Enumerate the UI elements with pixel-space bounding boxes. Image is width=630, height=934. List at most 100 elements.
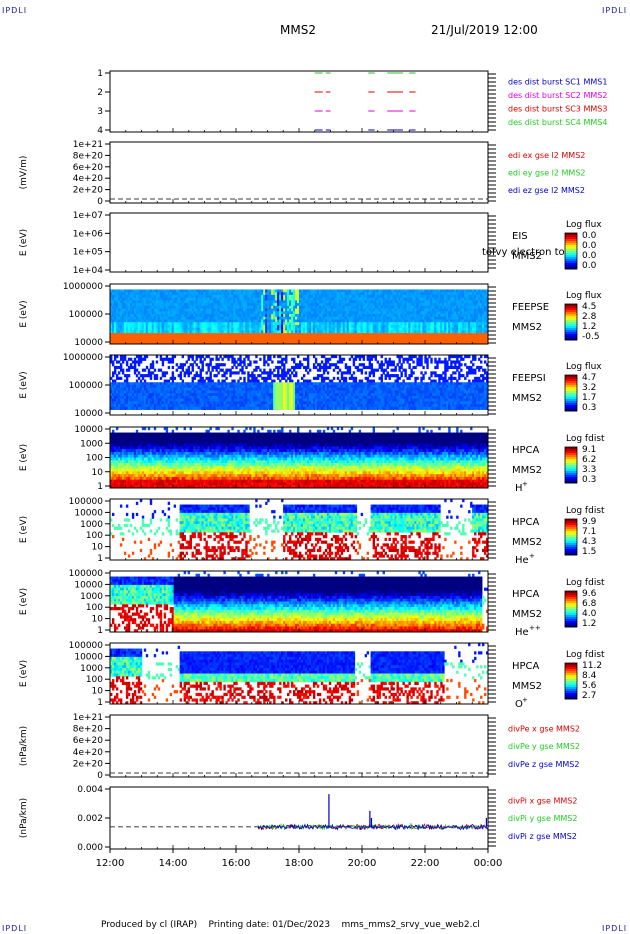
heatmap-cell — [233, 363, 236, 367]
heatmap-cell — [147, 319, 151, 323]
heatmap-cell — [129, 316, 133, 320]
heatmap-cell — [155, 374, 159, 378]
heatmap-cell — [125, 289, 129, 293]
heatmap-cell — [241, 368, 244, 372]
heatmap-cell — [215, 289, 218, 293]
heatmap-cell — [175, 327, 179, 331]
heatmap-cell — [235, 292, 238, 296]
heatmap-cell — [171, 379, 175, 383]
heatmap-cell — [259, 292, 262, 296]
heatmap-cell — [209, 303, 212, 307]
heatmap-cell — [203, 294, 206, 299]
heatmap-cell — [239, 322, 242, 326]
heatmap-cell — [189, 322, 192, 326]
heatmap-cell — [167, 365, 171, 370]
y-tick-label: 8e+20 — [73, 151, 104, 161]
heatmap-cell — [187, 333, 190, 337]
heatmap-cell — [225, 338, 228, 342]
heatmap-cell — [263, 327, 266, 331]
heatmap-cell — [173, 289, 177, 293]
heatmap-cell — [167, 333, 171, 337]
heatmap-cell — [119, 297, 123, 301]
heatmap-cell — [201, 289, 204, 293]
heatmap-cell — [213, 297, 216, 301]
heatmap-cell — [121, 335, 125, 339]
heatmap-cell — [175, 303, 179, 307]
heatmap-cell — [113, 300, 117, 304]
heatmap-cell — [147, 327, 151, 331]
heatmap-cell — [123, 297, 127, 301]
heatmap-cell — [203, 327, 206, 331]
heatmap-cell — [113, 379, 117, 383]
heatmap-cell — [239, 324, 242, 329]
heatmap-cell — [149, 333, 153, 337]
heatmap-cell — [221, 324, 224, 329]
heatmap-cell — [193, 289, 196, 293]
heatmap-cell — [151, 333, 155, 337]
heatmap-cell — [193, 300, 196, 304]
heatmap-cell — [115, 294, 119, 299]
heatmap-cell — [127, 292, 131, 296]
heatmap-cell — [155, 300, 159, 304]
heatmap-cell — [251, 335, 254, 339]
heatmap-cell — [189, 305, 192, 309]
heatmap-cell — [263, 294, 266, 299]
heatmap-cell — [189, 308, 192, 312]
heatmap-cell — [125, 379, 129, 383]
heatmap-cell — [197, 324, 200, 329]
heatmap-cell — [191, 322, 194, 326]
heatmap-cell — [225, 335, 228, 339]
heatmap-cell — [131, 292, 135, 296]
heatmap-cell — [179, 300, 183, 304]
heatmap-cell — [247, 357, 250, 361]
heatmap-cell — [145, 297, 149, 301]
heatmap-cell — [175, 338, 179, 342]
heatmap-cell — [233, 305, 236, 309]
heatmap-cell — [119, 333, 123, 337]
heatmap-cell — [233, 324, 236, 329]
heatmap-cell — [247, 305, 250, 309]
heatmap-cell — [211, 319, 214, 323]
heatmap-cell — [233, 322, 236, 326]
heatmap-cell — [209, 374, 212, 378]
heatmap-cell — [165, 292, 169, 296]
heatmap-cell — [157, 300, 161, 304]
heatmap-cell — [171, 327, 175, 331]
heatmap-cell — [229, 316, 232, 320]
heatmap-cell — [115, 335, 119, 339]
heatmap-cell — [147, 338, 151, 342]
heatmap-cell — [239, 338, 242, 342]
heatmap-cell — [259, 319, 262, 323]
heatmap-cell — [231, 297, 234, 301]
heatmap-cell — [225, 311, 228, 315]
heatmap-cell — [173, 316, 177, 320]
heatmap-cell — [151, 297, 155, 301]
heatmap-cell — [215, 297, 218, 301]
heatmap-cell — [213, 289, 216, 293]
heatmap-cell — [121, 368, 125, 372]
heatmap-cell — [201, 324, 204, 329]
heatmap-cell — [189, 297, 192, 301]
heatmap-cell — [133, 371, 137, 375]
heatmap-cell — [177, 316, 181, 320]
heatmap-cell — [215, 305, 218, 309]
heatmap-cell — [119, 300, 123, 304]
heatmap-cell — [215, 338, 218, 342]
heatmap-cell — [221, 316, 224, 320]
heatmap-cell — [251, 305, 254, 309]
heatmap-cell — [229, 314, 232, 318]
heatmap-cell — [149, 297, 153, 301]
heatmap-cell — [201, 294, 204, 299]
heatmap-cell — [227, 308, 230, 312]
heatmap-cell — [227, 303, 230, 307]
heatmap-cell — [241, 297, 244, 301]
heatmap-cell — [207, 289, 210, 293]
heatmap-cell — [117, 292, 121, 296]
heatmap-cell — [110, 322, 113, 326]
heatmap-cell — [173, 322, 177, 326]
heatmap-cell — [147, 289, 151, 293]
heatmap-cell — [117, 330, 121, 334]
heatmap-cell — [181, 368, 185, 372]
heatmap-cell — [177, 335, 181, 339]
